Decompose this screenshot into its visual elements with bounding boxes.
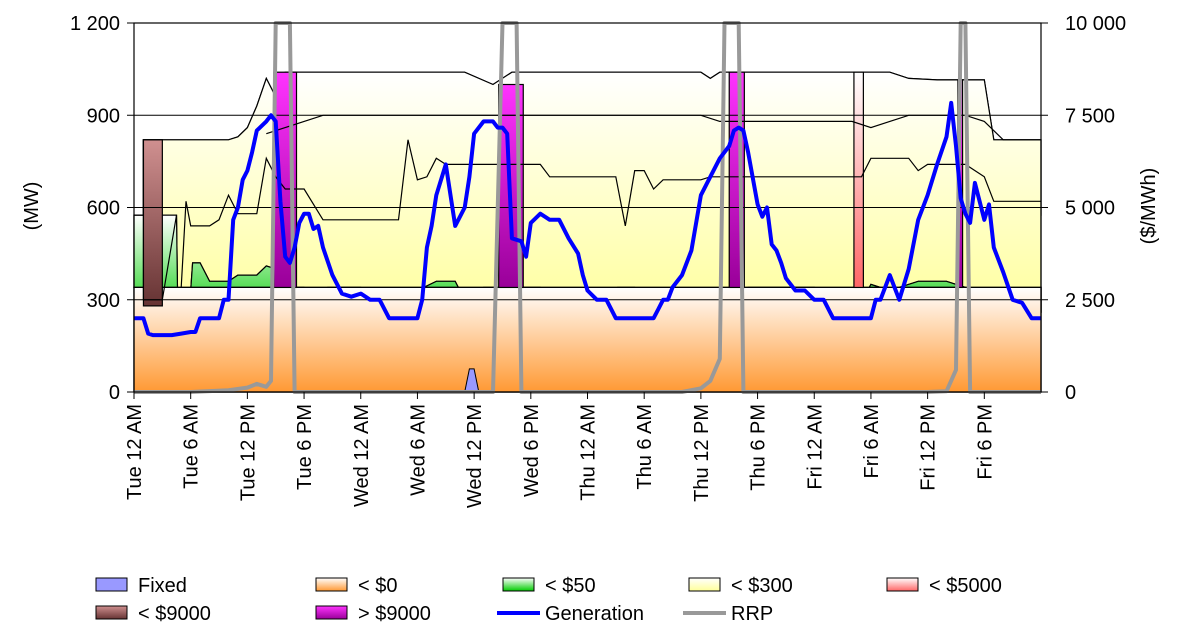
x-tick-label: Tue 6 AM: [181, 404, 203, 489]
x-tick-label: Fri 12 AM: [804, 404, 826, 490]
x-tick-label: Wed 6 AM: [407, 404, 429, 496]
legend-swatch: [502, 577, 535, 592]
axes: 0 300 600 900 1 200 0 2 500 5 000 7 500 10 000 Tue…: [70, 13, 1126, 508]
legend-label: < $300: [731, 575, 793, 597]
legend-label: > $9000: [358, 603, 431, 625]
legend-swatch: [315, 577, 348, 592]
legend-item-300: < $300: [688, 575, 793, 597]
y-axis-left-title: (MW): [21, 182, 43, 231]
plot-area: [133, 21, 1042, 394]
legend-label: < $0: [358, 575, 397, 597]
legend-item-5000: < $5000: [886, 575, 1002, 597]
legend-item-fixed: Fixed: [95, 575, 187, 597]
legend-label: Fixed: [138, 575, 187, 597]
legend-swatch: [688, 577, 721, 592]
legend-item-50: < $50: [502, 575, 596, 597]
x-tick-label: Tue 12 AM: [124, 404, 146, 500]
x-tick-label: Fri 6 PM: [974, 404, 996, 480]
band-lt-9000: [142, 139, 163, 307]
legend-label: RRP: [731, 603, 773, 625]
y-right-tick-label: 10 000: [1065, 13, 1126, 35]
high-price-band-4: [853, 71, 864, 289]
y-left-tick-label: 0: [109, 382, 120, 404]
legend-item-rrp: RRP: [683, 603, 773, 625]
y-left-tick-label: 900: [87, 105, 120, 127]
legend-label: Generation: [545, 603, 644, 625]
series-generation: [134, 100, 1041, 338]
y-left-tick-label: 600: [87, 198, 120, 220]
legend-swatch: [95, 577, 128, 592]
x-tick-label: Tue 6 PM: [294, 404, 316, 490]
x-tick-label: Thu 6 AM: [634, 404, 656, 490]
legend: Fixed < $0 < $50 < $300 < $5000 < $9000 > $900…: [95, 575, 1002, 625]
y-left-tick-label: 300: [87, 290, 120, 312]
y-axis-right-title: ($/MWh): [1138, 168, 1160, 245]
legend-swatch: [886, 577, 919, 592]
legend-item-9000: > $9000: [315, 603, 431, 625]
legend-label: < $9000: [138, 603, 211, 625]
legend-item-0: < $0: [315, 575, 397, 597]
y-left-tick-label: 1 200: [70, 13, 120, 35]
legend-swatch: [95, 605, 128, 620]
y-right-tick-label: 7 500: [1065, 105, 1115, 127]
legend-item-9000: < $9000: [95, 603, 211, 625]
price-block-line-1: [180, 139, 1041, 288]
legend-swatch: [315, 605, 348, 620]
y-right-tick-label: 0: [1065, 382, 1076, 404]
y-right-tick-label: 2 500: [1065, 290, 1115, 312]
x-tick-label: Wed 12 AM: [351, 404, 373, 507]
x-tick-label: Tue 12 PM: [237, 404, 259, 501]
y-right-tick-label: 5 000: [1065, 198, 1115, 220]
x-tick-label: Wed 6 PM: [521, 404, 543, 497]
x-tick-label: Thu 12 PM: [691, 404, 713, 502]
legend-item-generation: Generation: [497, 603, 644, 625]
legend-label: < $50: [545, 575, 596, 597]
x-tick-label: Thu 6 PM: [748, 404, 770, 491]
x-tick-label: Fri 6 AM: [861, 404, 883, 478]
x-tick-label: Fri 12 PM: [918, 404, 940, 491]
legend-label: < $5000: [929, 575, 1002, 597]
x-tick-label: Thu 12 AM: [578, 404, 600, 501]
x-tick-label: Wed 12 PM: [464, 404, 486, 508]
